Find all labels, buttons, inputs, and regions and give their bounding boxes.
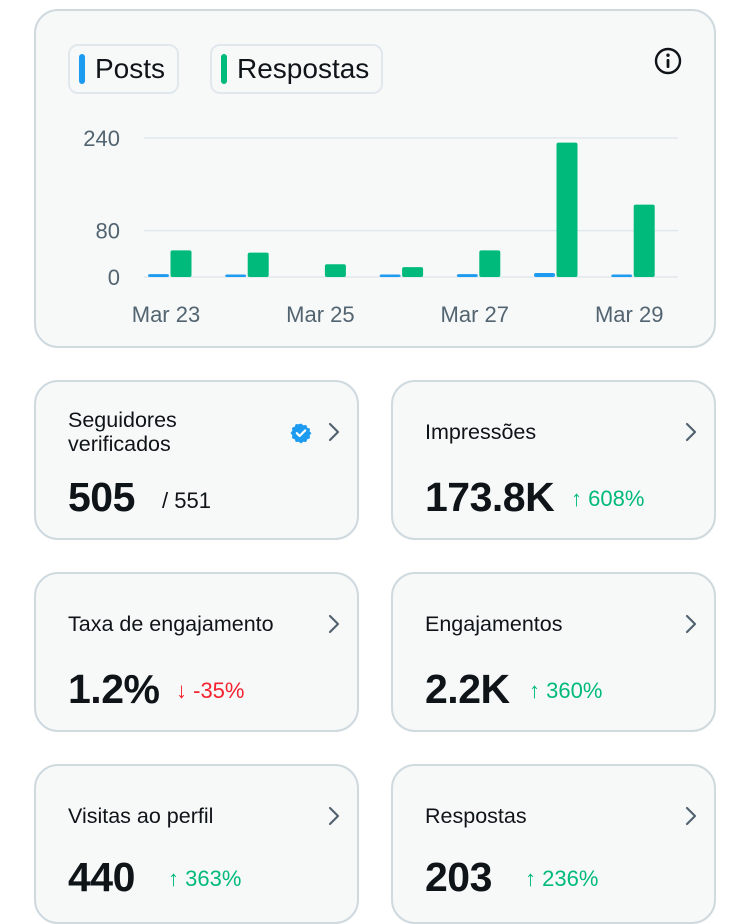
arrow-up-icon: ↑ (525, 866, 536, 891)
profile-visits-label: Visitas ao perfil (68, 804, 214, 828)
arrow-up-icon: ↑ (168, 866, 179, 891)
bar-chart: 0 80 240 Mar 23 Mar 25 Mar 27 Mar 29 (83, 126, 678, 327)
posts-color-swatch (79, 54, 85, 84)
impressions-card[interactable]: Impressões 173.8K ↑ 608% (391, 380, 716, 540)
verified-followers-total: / 551 (162, 488, 211, 513)
replies-bar (324, 264, 346, 277)
legend-replies-label: Respostas (237, 53, 370, 84)
replies-bar (633, 204, 655, 277)
chevron-right-icon (685, 422, 697, 442)
chevron-right-icon (685, 806, 697, 826)
engagement-rate-label: Taxa de engajamento (68, 612, 274, 636)
engagements-label: Engajamentos (425, 612, 563, 636)
info-icon[interactable] (653, 46, 683, 76)
replies-delta-value: 236% (542, 866, 599, 891)
replies-delta: ↑ 236% (525, 866, 598, 892)
replies-label: Respostas (425, 804, 527, 828)
profile-visits-delta-value: 363% (185, 866, 242, 891)
legend-replies-toggle[interactable]: Respostas (210, 44, 384, 94)
engagements-delta-value: 360% (546, 678, 603, 703)
y-tick-label: 80 (96, 219, 120, 244)
profile-visits-delta: ↑ 363% (168, 866, 241, 892)
verified-followers-label: Seguidores verificados (68, 408, 177, 456)
x-tick-label: Mar 25 (286, 302, 354, 327)
posts-bar (148, 274, 169, 277)
posts-bar (456, 274, 478, 277)
x-tick-label: Mar 29 (595, 302, 663, 327)
impressions-delta-value: 608% (588, 486, 645, 511)
verified-followers-value: 505 (68, 474, 135, 520)
replies-bar (402, 267, 424, 277)
engagement-rate-card[interactable]: Taxa de engajamento 1.2% ↓ -35% (34, 572, 359, 732)
replies-color-swatch (221, 54, 227, 84)
verified-badge-icon (290, 423, 312, 444)
engagements-value: 2.2K (425, 666, 510, 712)
x-tick-label: Mar 27 (441, 302, 509, 327)
engagements-card[interactable]: Engajamentos 2.2K ↑ 360% (391, 572, 716, 732)
posts-bar (379, 274, 401, 277)
engagement-rate-value: 1.2% (68, 666, 160, 712)
engagements-delta: ↑ 360% (529, 678, 602, 704)
chevron-right-icon (685, 614, 697, 634)
arrow-up-icon: ↑ (529, 678, 540, 703)
impressions-label: Impressões (425, 420, 537, 444)
replies-bar (556, 142, 578, 277)
replies-value: 203 (425, 854, 492, 900)
posts-bar (534, 272, 555, 277)
y-tick-label: 0 (108, 265, 120, 290)
replies-card[interactable]: Respostas 203 ↑ 236% (391, 764, 716, 924)
verified-followers-card[interactable]: Seguidores verificados 505 / 551 (34, 380, 359, 540)
replies-bar (247, 252, 269, 277)
replies-bar (170, 250, 192, 277)
impressions-value: 173.8K (425, 474, 555, 520)
legend-posts-label: Posts (95, 53, 166, 84)
chevron-right-icon (328, 806, 340, 826)
chevron-right-icon (328, 614, 340, 634)
legend-posts-toggle[interactable]: Posts (68, 44, 180, 94)
arrow-down-icon: ↓ (176, 678, 187, 703)
x-tick-label: Mar 23 (132, 302, 200, 327)
chevron-right-icon (328, 422, 340, 442)
activity-chart-card: Posts Respostas 0 80 240 Mar 23 Mar 25 Mar 27… (34, 9, 716, 348)
engagement-rate-delta-value: -35% (193, 678, 245, 703)
profile-visits-card[interactable]: Visitas ao perfil 440 ↑ 363% (34, 764, 359, 924)
replies-bar (479, 250, 501, 277)
posts-bar (225, 274, 247, 277)
engagement-rate-delta: ↓ -35% (176, 678, 244, 704)
y-tick-label: 240 (83, 126, 120, 151)
profile-visits-value: 440 (68, 854, 135, 900)
posts-bar (611, 274, 633, 277)
impressions-delta: ↑ 608% (571, 486, 644, 512)
arrow-up-icon: ↑ (571, 486, 582, 511)
